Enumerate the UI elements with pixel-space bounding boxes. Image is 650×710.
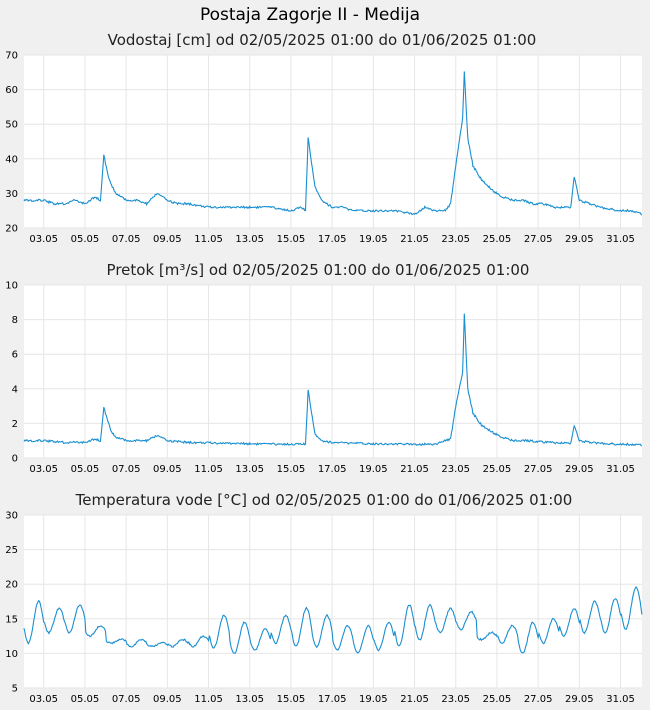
chart-temperatura: Temperatura vode [°C] od 02/05/2025 01:0… (5, 491, 643, 705)
x-tick-label: 15.05 (277, 464, 306, 475)
y-tick-label: 5 (12, 684, 18, 695)
x-tick-label: 03.05 (29, 694, 58, 705)
x-tick-label: 11.05 (194, 464, 223, 475)
chart-pretok: Pretok [m³/s] od 02/05/2025 01:00 do 01/… (5, 261, 643, 475)
x-tick-label: 29.05 (565, 694, 594, 705)
x-tick-label: 23.05 (441, 464, 470, 475)
y-tick-label: 20 (5, 224, 18, 235)
x-tick-label: 13.05 (235, 694, 264, 705)
y-tick-label: 25 (5, 545, 18, 556)
x-tick-label: 05.05 (71, 234, 100, 245)
x-tick-label: 17.05 (318, 234, 347, 245)
x-tick-label: 09.05 (153, 464, 182, 475)
x-tick-label: 07.05 (112, 464, 141, 475)
x-tick-label: 09.05 (153, 694, 182, 705)
x-tick-label: 21.05 (400, 464, 429, 475)
y-tick-label: 40 (5, 154, 18, 165)
x-tick-label: 27.05 (524, 464, 553, 475)
chart-title-vodostaj: Vodostaj [cm] od 02/05/2025 01:00 do 01/… (108, 31, 537, 49)
y-tick-label: 70 (5, 51, 18, 62)
plot-area (24, 55, 642, 228)
y-tick-label: 2 (12, 419, 18, 430)
x-tick-label: 07.05 (112, 234, 141, 245)
series-line-temperatura (23, 586, 643, 654)
x-tick-label: 29.05 (565, 464, 594, 475)
x-tick-label: 13.05 (235, 464, 264, 475)
x-tick-label: 21.05 (400, 694, 429, 705)
chart-title-pretok: Pretok [m³/s] od 02/05/2025 01:00 do 01/… (107, 261, 530, 279)
y-tick-label: 30 (5, 511, 18, 522)
x-tick-label: 11.05 (194, 234, 223, 245)
x-tick-label: 05.05 (71, 464, 100, 475)
series-line-vodostaj (23, 71, 643, 216)
x-tick-label: 29.05 (565, 234, 594, 245)
y-tick-label: 8 (12, 315, 18, 326)
y-tick-label: 6 (12, 350, 18, 361)
y-tick-label: 4 (12, 384, 18, 395)
x-tick-label: 25.05 (483, 694, 512, 705)
page-title: Postaja Zagorje II - Medija (200, 5, 420, 25)
x-tick-label: 03.05 (29, 464, 58, 475)
x-tick-label: 23.05 (441, 694, 470, 705)
x-tick-label: 27.05 (524, 234, 553, 245)
plot-area (24, 285, 642, 458)
chart-vodostaj: Vodostaj [cm] od 02/05/2025 01:00 do 01/… (5, 31, 643, 245)
x-tick-label: 31.05 (606, 464, 635, 475)
x-tick-label: 25.05 (483, 234, 512, 245)
series-line-pretok (23, 313, 643, 447)
x-tick-label: 17.05 (318, 464, 347, 475)
x-tick-label: 13.05 (235, 234, 264, 245)
x-tick-label: 17.05 (318, 694, 347, 705)
x-tick-label: 07.05 (112, 694, 141, 705)
x-tick-label: 25.05 (483, 464, 512, 475)
y-tick-label: 60 (5, 85, 18, 96)
y-tick-label: 20 (5, 580, 18, 591)
y-tick-label: 50 (5, 120, 18, 131)
x-tick-label: 03.05 (29, 234, 58, 245)
x-tick-label: 31.05 (606, 694, 635, 705)
y-tick-label: 0 (12, 454, 18, 465)
y-tick-label: 30 (5, 189, 18, 200)
plot-area (24, 515, 642, 688)
x-tick-label: 19.05 (359, 694, 388, 705)
x-tick-label: 21.05 (400, 234, 429, 245)
y-tick-label: 15 (5, 614, 18, 625)
x-tick-label: 15.05 (277, 234, 306, 245)
x-tick-label: 19.05 (359, 234, 388, 245)
x-tick-label: 05.05 (71, 694, 100, 705)
x-tick-label: 15.05 (277, 694, 306, 705)
y-tick-label: 10 (5, 649, 18, 660)
x-tick-label: 23.05 (441, 234, 470, 245)
x-tick-label: 11.05 (194, 694, 223, 705)
x-tick-label: 09.05 (153, 234, 182, 245)
y-tick-label: 10 (5, 281, 18, 292)
chart-title-temperatura: Temperatura vode [°C] od 02/05/2025 01:0… (75, 491, 573, 509)
x-tick-label: 27.05 (524, 694, 553, 705)
x-tick-label: 19.05 (359, 464, 388, 475)
x-tick-label: 31.05 (606, 234, 635, 245)
